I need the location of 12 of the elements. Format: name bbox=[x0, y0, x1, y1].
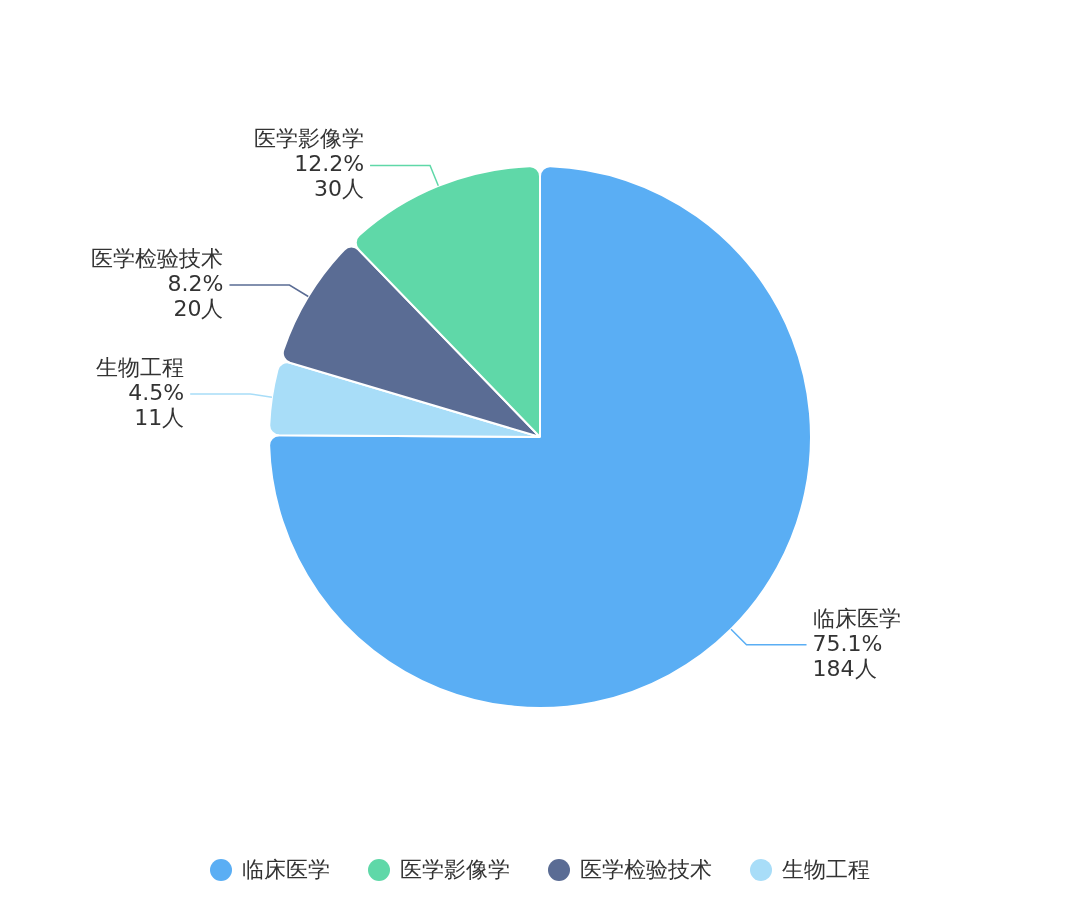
legend-label: 临床医学 bbox=[242, 856, 330, 884]
legend-label: 医学影像学 bbox=[400, 856, 510, 884]
slice-label: 临床医学 bbox=[812, 605, 901, 631]
data-label: 12.2% 30人 bbox=[294, 151, 365, 202]
slice-label: 生物工程 bbox=[96, 354, 185, 380]
data-label: 8.2% 20人 bbox=[167, 270, 224, 321]
legend-label: 医学检验技术 bbox=[580, 856, 712, 884]
data-label: 4.5% 11人 bbox=[128, 379, 185, 430]
slice-label: 医学检验技术 bbox=[91, 245, 224, 271]
legend-label: 生物工程 bbox=[782, 856, 870, 884]
data-label: 75.1% 184人 bbox=[812, 630, 883, 681]
slice-label: 医学影像学 bbox=[254, 126, 365, 152]
